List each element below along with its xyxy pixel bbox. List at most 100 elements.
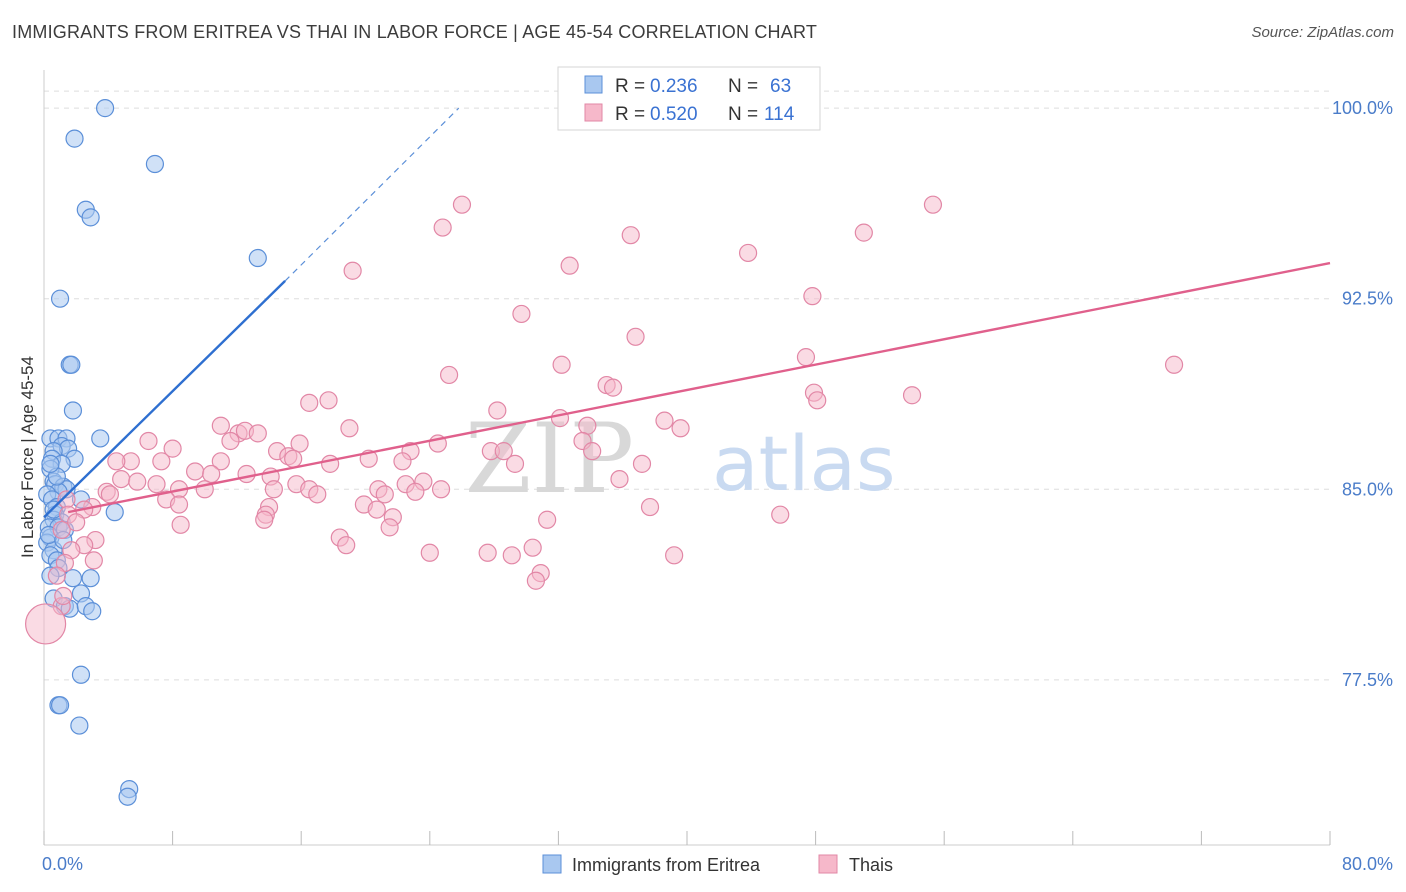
bottom-legend-swatch-thai xyxy=(818,854,838,874)
chart-title: IMMIGRANTS FROM ERITREA VS THAI IN LABOR… xyxy=(12,22,818,42)
thai-point-72 xyxy=(431,480,451,499)
thai-point-23 xyxy=(488,401,507,420)
thai-point-43 xyxy=(583,442,602,461)
thai-point-45 xyxy=(284,449,303,468)
thai-point-24 xyxy=(550,409,570,428)
thai-point-69 xyxy=(264,480,283,499)
grid-lines xyxy=(44,90,1330,681)
eritrea-point-30 xyxy=(105,503,124,522)
thai-point-32 xyxy=(248,424,267,443)
thai-point-5 xyxy=(854,223,873,242)
thai-point-55 xyxy=(186,462,205,481)
thai-point-66 xyxy=(406,482,425,501)
thai-point-20 xyxy=(300,393,319,412)
x-tick-label-min: 0.0% xyxy=(42,854,83,874)
thai-point-52 xyxy=(321,454,340,473)
thai-point-95 xyxy=(52,520,71,540)
eritrea-point-1 xyxy=(65,129,84,148)
axes xyxy=(43,70,1331,846)
thai-point-102 xyxy=(420,543,439,562)
thai-point-22 xyxy=(808,391,827,410)
legend-r-label-eritrea: R = xyxy=(615,76,645,97)
tick-labels: 77.5% 85.0% 92.5% 100.0% 0.0% 80.0% xyxy=(42,98,1393,874)
thai-point-28 xyxy=(578,416,597,435)
thai-point-26 xyxy=(211,416,230,435)
eritrea-point-2 xyxy=(145,154,165,174)
legend-n-label-eritrea: N = xyxy=(728,76,758,97)
legend-n-label-thai: N = xyxy=(728,104,758,125)
thai-point-38 xyxy=(163,439,182,458)
thai-point-19 xyxy=(902,386,922,405)
eritrea-point-54 xyxy=(50,696,70,715)
thai-point-12 xyxy=(796,348,816,367)
thai-point-56 xyxy=(202,464,221,484)
eritrea-trend-line xyxy=(43,280,286,519)
eritrea-point-51 xyxy=(83,602,102,621)
x-tick-label-max: 80.0% xyxy=(1342,854,1393,874)
eritrea-point-45 xyxy=(81,569,100,588)
thai-point-54 xyxy=(632,454,652,473)
eritrea-point-9 xyxy=(63,401,83,420)
thai-point-13 xyxy=(1164,355,1184,374)
thai-point-113 xyxy=(54,586,73,606)
thai-point-88 xyxy=(771,505,790,524)
series-eritrea-points xyxy=(38,99,267,806)
thai-point-49 xyxy=(107,452,126,471)
thai-point-35 xyxy=(139,431,158,451)
thai-point-27 xyxy=(340,419,359,438)
thai-point-48 xyxy=(152,452,171,471)
eritrea-point-61 xyxy=(41,454,60,473)
thai-point-36 xyxy=(290,434,309,453)
y-tick-label-1: 85.0% xyxy=(1342,479,1393,499)
thai-point-10 xyxy=(512,304,531,324)
eritrea-point-0 xyxy=(95,99,115,118)
legend-r-value-thai: 0.520 xyxy=(650,104,698,125)
y-axis-label: In Labor Force | Age 45-54 xyxy=(18,356,37,558)
thai-point-112 xyxy=(25,603,67,645)
series-legend: Immigrants from Eritrea Thais xyxy=(542,854,893,875)
thai-point-29 xyxy=(671,419,690,438)
thai-point-98 xyxy=(337,536,356,555)
thai-point-61 xyxy=(147,475,166,494)
thai-point-109 xyxy=(47,566,66,585)
legend-n-value-thai: 114 xyxy=(764,104,795,125)
thai-point-105 xyxy=(665,546,684,565)
eritrea-point-13 xyxy=(91,429,110,448)
y-tick-label-0: 77.5% xyxy=(1342,670,1393,690)
thai-point-6 xyxy=(738,243,758,263)
bottom-legend-swatch-eritrea xyxy=(542,854,562,874)
thai-point-59 xyxy=(112,469,131,489)
thai-point-57 xyxy=(237,464,256,484)
thai-point-9 xyxy=(803,287,822,306)
thai-point-40 xyxy=(494,442,513,461)
thai-trend-line xyxy=(67,261,1331,514)
thai-point-2 xyxy=(923,195,943,214)
thai-point-50 xyxy=(211,452,230,471)
watermark-atlas: atlas xyxy=(712,419,896,508)
thai-point-1 xyxy=(452,195,472,214)
thai-point-51 xyxy=(393,452,412,471)
series-thai-points xyxy=(25,99,1184,645)
thai-point-110 xyxy=(526,571,545,590)
thai-point-92 xyxy=(67,513,86,532)
watermark: ZIP atlas xyxy=(465,403,896,515)
thai-point-65 xyxy=(610,469,629,489)
y-tick-label-2: 92.5% xyxy=(1342,289,1393,309)
thai-point-84 xyxy=(367,500,386,519)
thai-point-53 xyxy=(505,454,525,473)
thai-point-33 xyxy=(221,431,240,451)
thai-point-15 xyxy=(439,365,459,385)
thai-point-17 xyxy=(603,378,623,397)
thai-point-94 xyxy=(380,518,399,537)
legend-r-value-eritrea: 0.236 xyxy=(650,76,698,97)
thai-point-104 xyxy=(502,546,521,565)
thai-point-85 xyxy=(640,497,660,517)
legend-n-value-eritrea: 63 xyxy=(770,76,791,97)
legend-swatch-eritrea xyxy=(584,75,603,94)
trend-lines xyxy=(43,107,1331,519)
thai-point-4 xyxy=(621,226,640,245)
eritrea-point-52 xyxy=(71,665,91,684)
thai-point-76 xyxy=(100,485,120,504)
eritrea-point-55 xyxy=(70,716,89,735)
eritrea-point-44 xyxy=(63,569,83,588)
